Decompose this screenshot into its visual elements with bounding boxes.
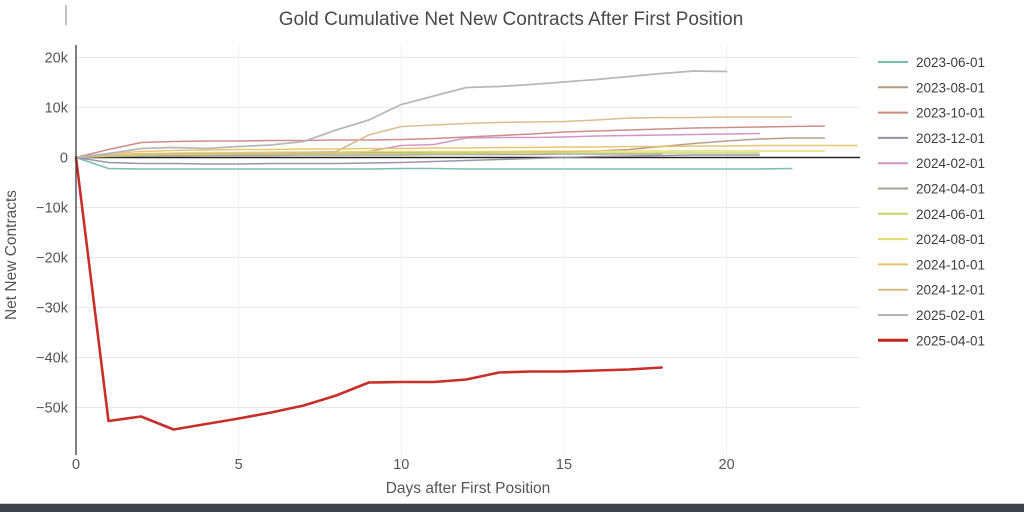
x-axis-title: Days after First Position <box>386 480 551 497</box>
divider <box>0 503 1024 504</box>
x-tick-label: 10 <box>393 457 409 473</box>
legend-label: 2024-04-01 <box>916 182 985 197</box>
legend-item-2024-10-01[interactable]: 2024-10-01 <box>878 257 985 272</box>
legend-label: 2023-06-01 <box>916 55 985 70</box>
legend-label: 2024-02-01 <box>916 156 985 171</box>
legend-label: 2024-10-01 <box>916 257 985 272</box>
series-line-2024-04-01 <box>75 153 663 159</box>
y-tick-label: 0 <box>60 151 68 167</box>
y-tick-label: −10k <box>36 201 69 217</box>
x-tick-label: 0 <box>72 457 80 473</box>
plot-area[interactable] <box>76 45 860 455</box>
legend-label: 2023-12-01 <box>916 131 985 146</box>
y-tick-label: −30k <box>36 301 69 317</box>
bottom-bar <box>0 504 1024 512</box>
series-line-2023-06-01 <box>75 156 793 170</box>
legend-label: 2024-12-01 <box>916 283 985 298</box>
legend-label: 2025-04-01 <box>916 333 985 348</box>
series-line-2024-12-01 <box>75 116 793 159</box>
legend-item-2023-10-01[interactable]: 2023-10-01 <box>878 106 985 121</box>
y-tick-label: 20k <box>45 51 69 67</box>
y-tick-label: −40k <box>36 351 69 367</box>
legend-label: 2023-08-01 <box>916 80 985 95</box>
legend-item-2023-08-01[interactable]: 2023-08-01 <box>878 80 985 95</box>
legend-item-2024-02-01[interactable]: 2024-02-01 <box>878 156 985 171</box>
legend-item-2024-04-01[interactable]: 2024-04-01 <box>878 182 985 197</box>
legend-label: 2025-02-01 <box>916 308 985 323</box>
x-tick-label: 20 <box>719 457 735 473</box>
legend-item-2023-12-01[interactable]: 2023-12-01 <box>878 131 985 146</box>
legend-item-2024-08-01[interactable]: 2024-08-01 <box>878 232 985 247</box>
legend-item-2024-12-01[interactable]: 2024-12-01 <box>878 283 985 298</box>
series-line-2024-10-01 <box>75 144 858 159</box>
legend-item-2025-04-01[interactable]: 2025-04-01 <box>878 333 985 348</box>
series-line-2023-12-01 <box>75 154 761 165</box>
legend-item-2024-06-01[interactable]: 2024-06-01 <box>878 207 985 222</box>
y-tick-label: −50k <box>36 401 69 417</box>
series-line-2024-08-01 <box>75 150 826 159</box>
x-tick-label: 15 <box>556 457 572 473</box>
legend-label: 2023-10-01 <box>916 106 985 121</box>
legend-item-2025-02-01[interactable]: 2025-02-01 <box>878 308 985 323</box>
chart-title: Gold Cumulative Net New Contracts After … <box>279 9 744 30</box>
y-axis-title: Net New Contracts <box>3 190 20 320</box>
x-tick-label: 5 <box>235 457 243 473</box>
legend-item-2023-06-01[interactable]: 2023-06-01 <box>878 55 985 70</box>
y-tick-label: −20k <box>36 251 69 267</box>
legend-label: 2024-08-01 <box>916 232 985 247</box>
series-line-2023-10-01 <box>75 125 826 159</box>
series-line-2025-02-01 <box>75 70 728 159</box>
y-tick-label: 10k <box>45 101 69 117</box>
series-line-2025-04-01 <box>74 156 663 431</box>
legend-label: 2024-06-01 <box>916 207 985 222</box>
series-line-2024-06-01 <box>75 152 761 159</box>
